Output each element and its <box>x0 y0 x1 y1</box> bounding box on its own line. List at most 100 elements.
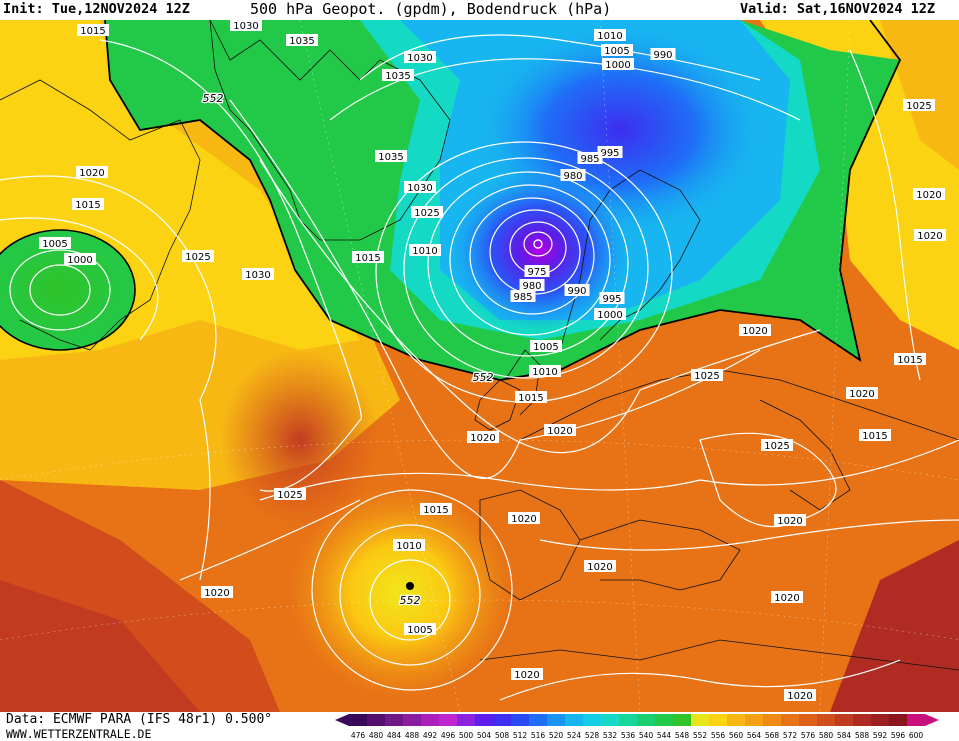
legend-swatch <box>835 714 853 726</box>
isobar-label-background <box>691 369 723 381</box>
isobar-label-background <box>230 20 262 31</box>
legend-swatch <box>421 714 439 726</box>
isobar-label-background <box>510 290 536 302</box>
isobar-label-background <box>771 591 803 603</box>
isobar-label-background <box>914 229 946 241</box>
isobar-label-text: 1015 <box>355 253 380 264</box>
legend-tick-label: 504 <box>477 731 492 740</box>
height-label: 552 <box>471 370 495 386</box>
height-label: 552 <box>398 593 422 609</box>
height-label-text: 552 <box>473 371 494 384</box>
legend-swatch <box>511 714 529 726</box>
isobar-label: 1000 <box>594 308 626 321</box>
legend-swatch <box>745 714 763 726</box>
isobar-label-text: 1030 <box>233 21 258 32</box>
isobar-label-text: 1020 <box>204 588 229 599</box>
legend-swatch <box>475 714 493 726</box>
isobar-label: 1015 <box>515 391 547 404</box>
legend-tick-label: 520 <box>549 731 564 740</box>
legend-tick-label: 528 <box>585 731 600 740</box>
legend-tick-label: 508 <box>495 731 510 740</box>
isobar-label-background <box>404 51 436 63</box>
isobar-label-background <box>274 488 306 500</box>
isobar-label: 980 <box>560 169 586 182</box>
legend-swatch <box>349 714 367 726</box>
isobar-label: 1035 <box>382 69 414 82</box>
valid-time-label: Valid: Sat,16NOV2024 12Z <box>740 1 936 17</box>
isobar-label-text: 990 <box>653 50 672 61</box>
isobar-label-background <box>182 250 214 262</box>
height-label: 552 <box>201 91 225 107</box>
legend-swatch <box>457 714 475 726</box>
isobar-label-background <box>594 29 626 41</box>
legend-tick-label: 588 <box>855 731 870 740</box>
legend-swatch <box>763 714 781 726</box>
isobar-label-background <box>846 387 878 399</box>
pressure-label-layer: 1030101510351030103555210101005100099099… <box>39 20 946 702</box>
cutoff-center-icon <box>406 582 414 590</box>
isobar-label-background <box>382 69 414 81</box>
isobar-label-background <box>774 514 806 526</box>
isobar-label: 1025 <box>274 488 306 501</box>
legend-tick-label: 544 <box>657 731 672 740</box>
legend-swatch <box>493 714 511 726</box>
legend-tick-label: 484 <box>387 731 402 740</box>
isobars <box>0 34 959 701</box>
isobar-label-background <box>508 512 540 524</box>
legend-tick-label: 512 <box>513 731 528 740</box>
init-time-label: Init: Tue,12NOV2024 12Z <box>3 1 190 17</box>
isobar-label-text: 1020 <box>774 593 799 604</box>
isobar-label-background <box>859 429 891 441</box>
legend-swatch <box>655 714 673 726</box>
isobar-label: 985 <box>510 290 536 303</box>
legend-tick-label: 516 <box>531 731 546 740</box>
isobar-label: 990 <box>564 284 590 297</box>
isobar-label: 1020 <box>846 387 878 400</box>
isobar-label: 1025 <box>691 369 723 382</box>
isobar-label-text: 1015 <box>423 505 448 516</box>
isobar-label-background <box>577 152 603 164</box>
isobar-label-text: 1030 <box>407 53 432 64</box>
isobar-label-text: 1020 <box>470 433 495 444</box>
legend-tick-label: 500 <box>459 731 474 740</box>
isobar-label-text: 1015 <box>80 26 105 37</box>
isobar-label-text: 985 <box>580 154 599 165</box>
legend-swatch <box>853 714 871 726</box>
isobar-label-text: 1035 <box>378 152 403 163</box>
legend-tick-label: 592 <box>873 731 888 740</box>
legend-swatch <box>907 714 925 726</box>
low-center-markers <box>406 239 543 590</box>
isobar-label-text: 1025 <box>277 490 302 501</box>
isobar-label-text: 1015 <box>75 200 100 211</box>
isobar-label: 1025 <box>903 99 935 112</box>
legend-tick-label: 556 <box>711 731 726 740</box>
isobar-label-text: 1020 <box>917 231 942 242</box>
isobar-label: 1030 <box>230 20 262 32</box>
isobar-label: 1030 <box>242 268 274 281</box>
isobar-label-text: 1005 <box>604 46 629 57</box>
legend-tick-label: 580 <box>819 731 834 740</box>
legend-swatch <box>403 714 421 726</box>
isobar-label-background <box>564 284 590 296</box>
isobar-label-text: 1005 <box>533 342 558 353</box>
isobar-label: 1020 <box>201 586 233 599</box>
isobar-label-background <box>597 146 623 158</box>
isobar-label: 1015 <box>420 503 452 516</box>
legend-swatch <box>637 714 655 726</box>
isobar-label-text: 1005 <box>42 239 67 250</box>
isobar-label-text: 1030 <box>407 183 432 194</box>
isobar-label-text: 1020 <box>79 168 104 179</box>
low-center-icon <box>533 239 543 249</box>
isobar-label-text: 1020 <box>787 691 812 702</box>
east-orange-field <box>880 20 959 170</box>
isobar-label-background <box>242 268 274 280</box>
isobar-label-background <box>594 308 626 320</box>
isobar-label-text: 1000 <box>67 255 92 266</box>
isobar-label-background <box>530 340 562 352</box>
legend-tick-label: 536 <box>621 731 636 740</box>
legend-swatch <box>583 714 601 726</box>
isobar-label: 1025 <box>411 206 443 219</box>
isobar-label-background <box>584 560 616 572</box>
isobar-label-text: 1020 <box>916 190 941 201</box>
isobar-label-text: 1020 <box>514 670 539 681</box>
